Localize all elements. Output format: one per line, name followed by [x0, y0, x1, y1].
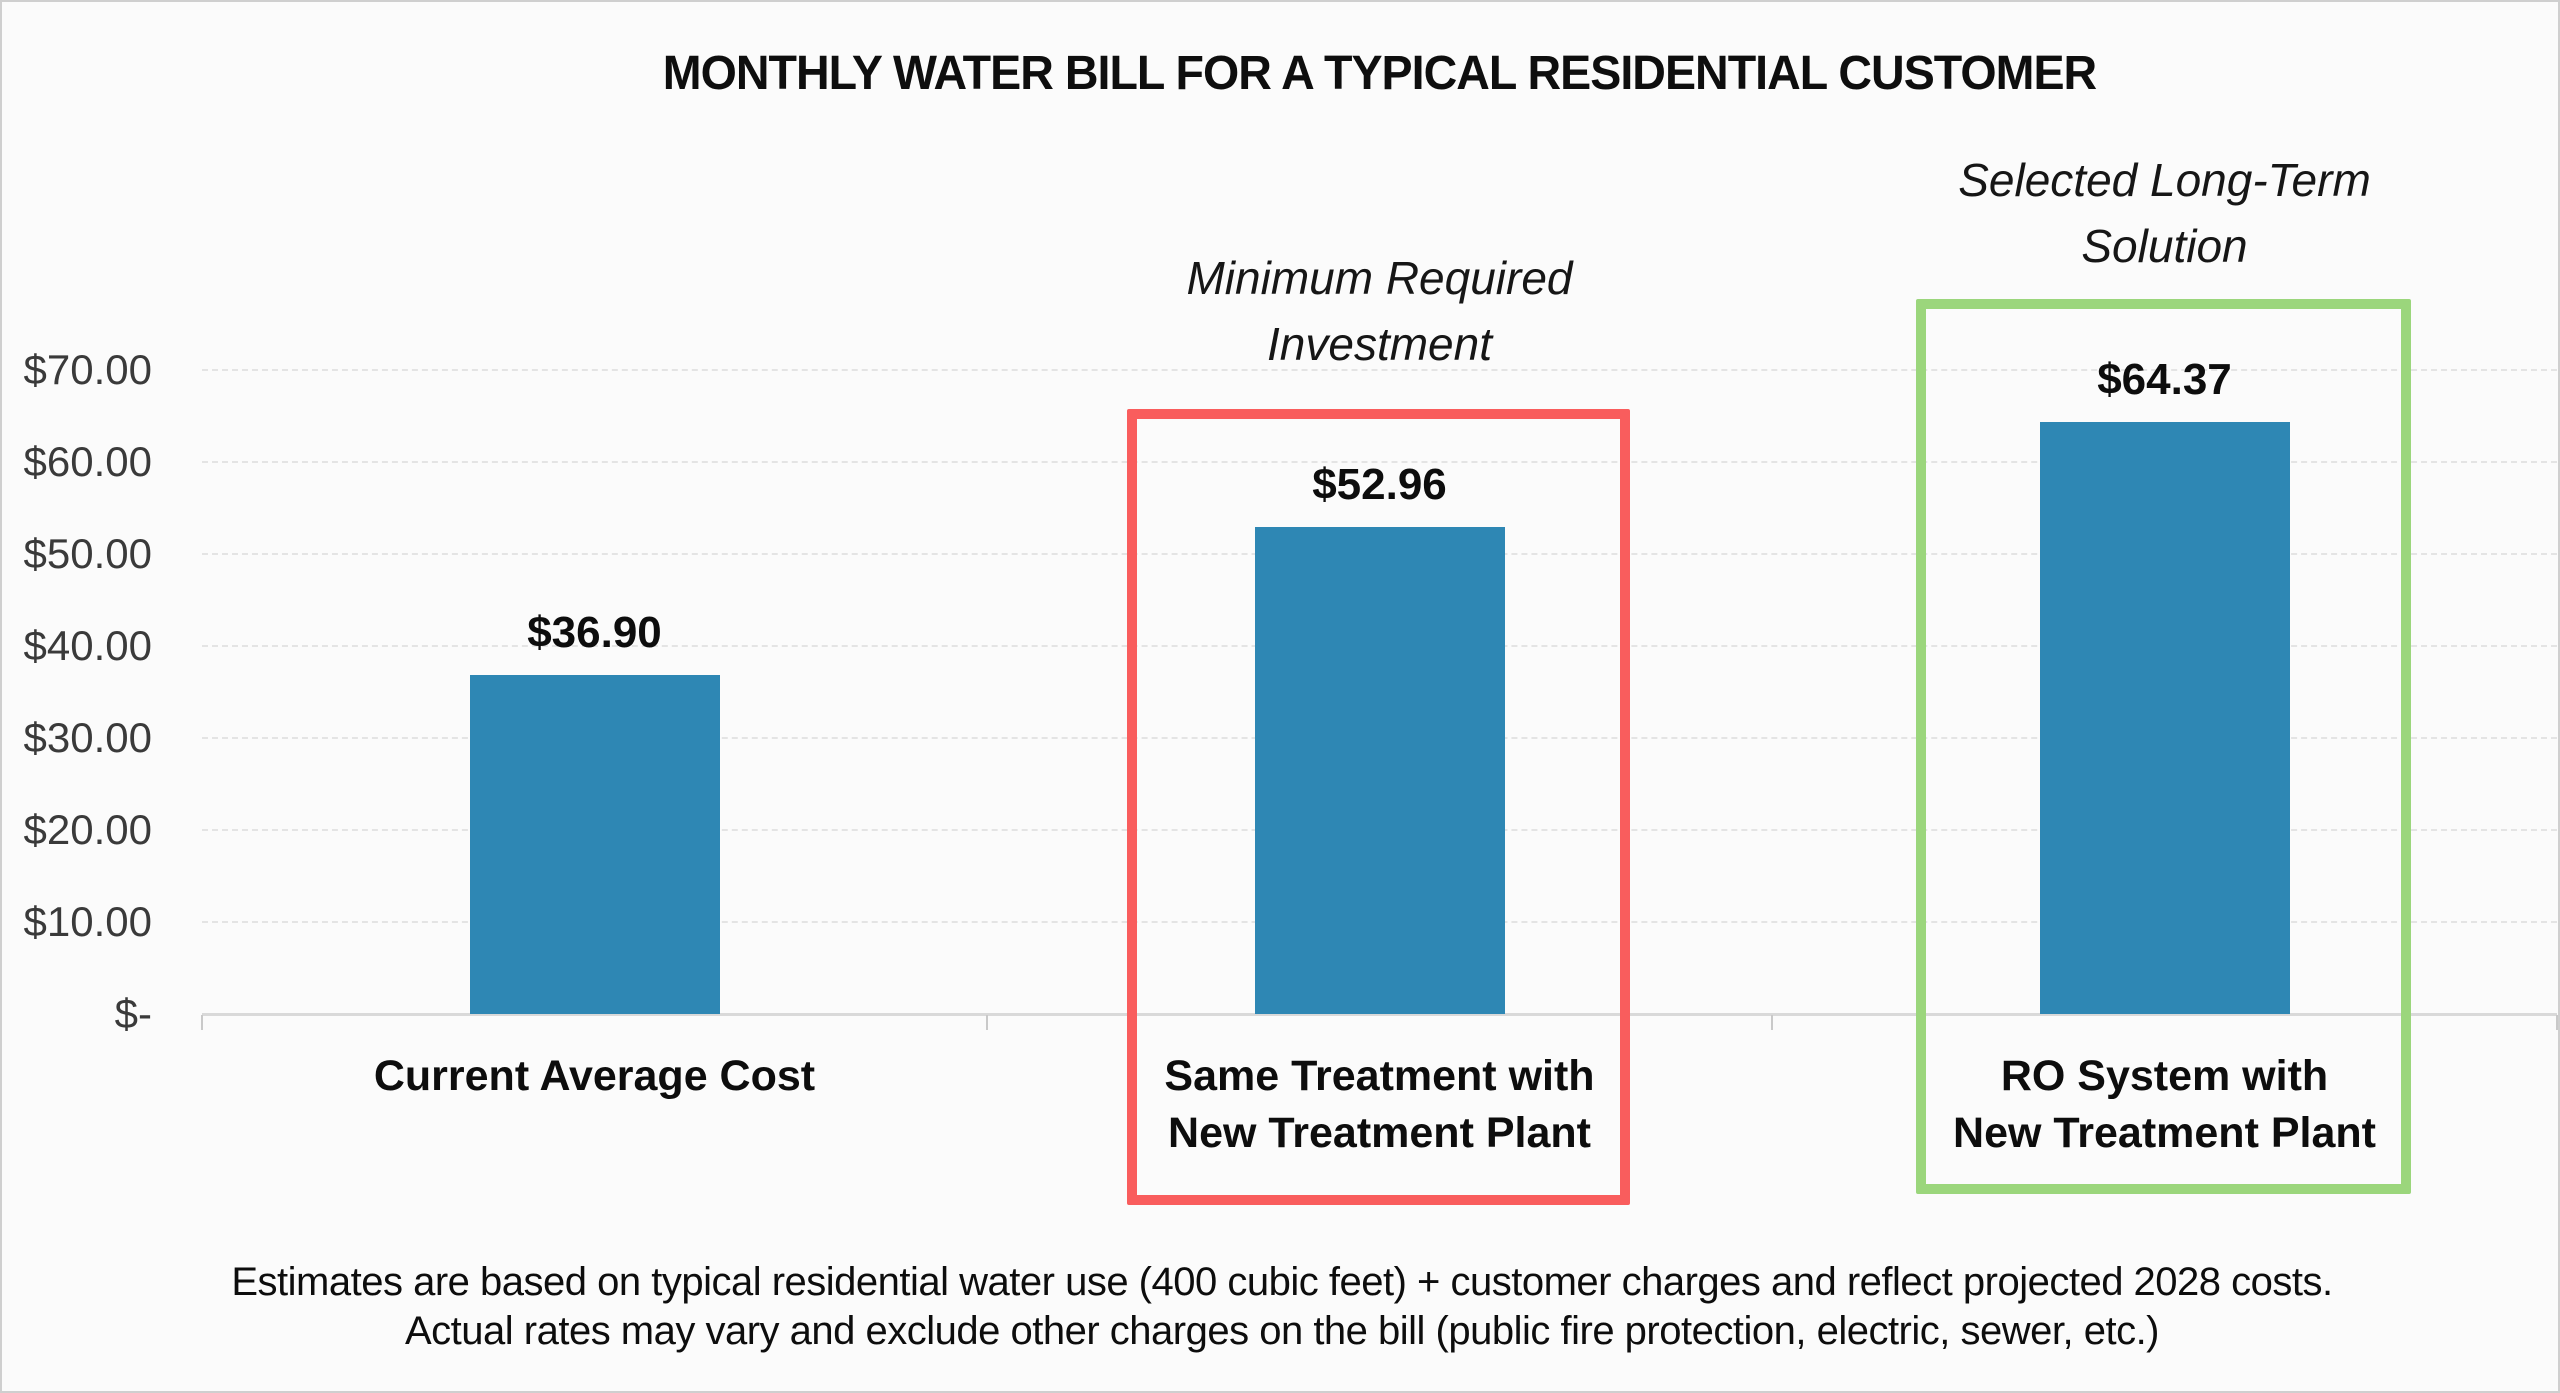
category-label: RO System with New Treatment Plant: [1953, 1052, 2376, 1157]
y-axis-tick-label: $50.00: [23, 530, 152, 577]
y-axis-tick-label: $60.00: [23, 438, 152, 485]
y-axis-tick-label: $40.00: [23, 622, 152, 669]
annotation-box: [1916, 299, 2411, 1194]
bar: [2039, 421, 2290, 1014]
axis-tick: [2556, 1015, 2558, 1030]
chart-title: MONTHLY WATER BILL FOR A TYPICAL RESIDEN…: [662, 47, 2097, 100]
y-axis-tick-label: $10.00: [23, 898, 152, 945]
x-axis-line: [202, 1013, 2557, 1016]
y-axis-tick-label: $70.00: [23, 346, 152, 393]
gridline: [202, 461, 2557, 463]
category-label: Current Average Cost: [373, 1052, 816, 1100]
bar-value-label: $64.37: [2097, 354, 2232, 404]
bar-value-label: $52.96: [1312, 459, 1447, 509]
gridline: [202, 369, 2557, 371]
footnote: Estimates are based on typical residenti…: [2, 1258, 2558, 1356]
bar: [469, 674, 720, 1014]
axis-tick: [986, 1015, 988, 1030]
annotation-caption: Selected Long-Term Solution: [1958, 154, 2371, 272]
axis-tick: [201, 1015, 203, 1030]
y-axis-tick-label: $30.00: [23, 714, 152, 761]
bar-value-label: $36.90: [527, 607, 662, 657]
footnote-line-2: Actual rates may vary and exclude other …: [404, 1309, 2160, 1353]
footnote-line-1: Estimates are based on typical residenti…: [231, 1260, 2333, 1304]
bar: [1254, 526, 1505, 1014]
y-axis-tick-label: $-: [114, 990, 152, 1037]
y-axis-tick-label: $20.00: [23, 806, 152, 853]
category-label: Same Treatment with New Treatment Plant: [1164, 1052, 1595, 1157]
annotation-caption: Minimum Required Investment: [1186, 252, 1573, 370]
axis-tick: [1771, 1015, 1773, 1030]
annotation-box: [1127, 409, 1630, 1205]
